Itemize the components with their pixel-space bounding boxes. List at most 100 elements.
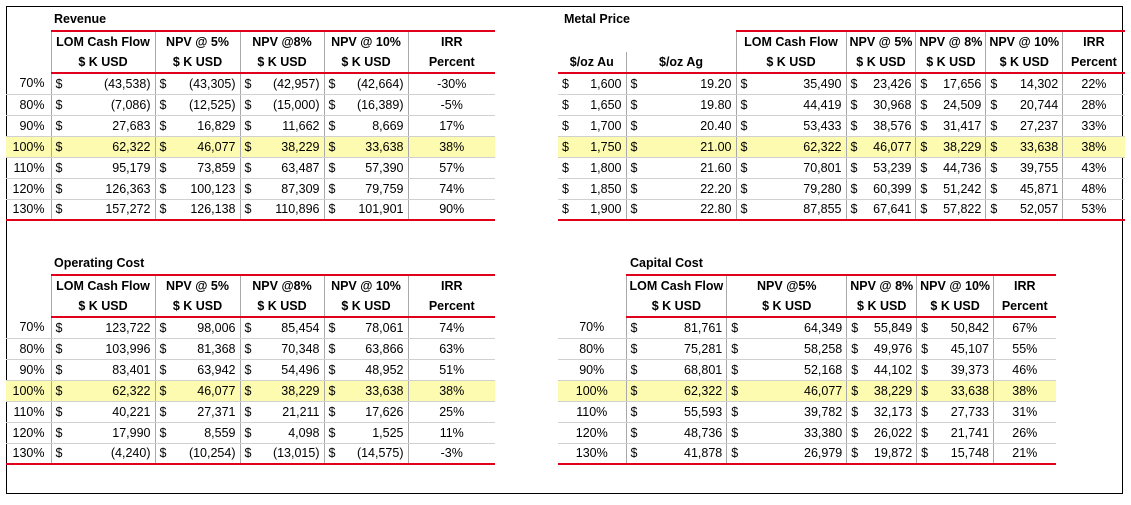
- money-cell: $21,741: [916, 422, 994, 444]
- cell-value: 55,849: [873, 320, 913, 335]
- currency-symbol: $: [990, 160, 998, 175]
- currency-symbol: $: [921, 320, 929, 335]
- money-cell: $38,576: [845, 115, 916, 137]
- money-cell: $33,638: [916, 380, 994, 402]
- money-cell: $38,229: [239, 136, 324, 158]
- currency-symbol: $: [328, 425, 336, 440]
- table-row: 90% $27,683 $16,829 $11,662 $8,669 17%: [6, 115, 495, 137]
- money-cell: $33,638: [985, 136, 1063, 158]
- table-row: 110% $55,593 $39,782 $32,173 $27,733 31%: [558, 401, 1056, 423]
- column-header: NPV @8%: [239, 274, 324, 296]
- currency-symbol: $: [244, 76, 252, 91]
- money-cell: $62,322: [625, 380, 727, 402]
- money-cell: $21.00: [625, 136, 736, 158]
- currency-symbol: $: [55, 139, 63, 154]
- money-cell: $48,952: [323, 359, 408, 381]
- money-cell: $44,736: [915, 157, 986, 179]
- cell-value: 70,801: [803, 160, 842, 175]
- currency-symbol: $: [159, 320, 167, 335]
- money-cell: $39,373: [916, 359, 994, 381]
- cell-value: 23,426: [873, 76, 912, 91]
- capital-cost-table: LOM Cash Flow NPV @5% NPV @ 8% NPV @ 10% IRR…: [558, 274, 1056, 465]
- currency-symbol: $: [630, 341, 638, 356]
- currency-symbol: $: [920, 202, 928, 217]
- cell-value: 73,859: [197, 160, 236, 175]
- currency-symbol: $: [851, 383, 859, 398]
- cell-value: 32,173: [873, 404, 913, 419]
- currency-symbol: $: [851, 320, 859, 335]
- table-row: 100% $62,322 $46,077 $38,229 $33,638 38%: [558, 380, 1056, 402]
- currency-symbol: $: [990, 118, 998, 133]
- money-cell: $48,736: [625, 422, 727, 444]
- table-row: 120% $17,990 $8,559 $4,098 $1,525 11%: [6, 422, 495, 444]
- cell-value: 53,239: [873, 160, 912, 175]
- money-cell: $78,061: [323, 317, 408, 339]
- money-cell: $62,322: [50, 380, 155, 402]
- irr-cell: 51%: [407, 359, 495, 381]
- money-cell: $123,722: [50, 317, 155, 339]
- currency-symbol: $: [328, 320, 336, 335]
- cell-value: (43,305): [188, 76, 236, 91]
- money-cell: $19.20: [625, 73, 736, 95]
- currency-symbol: $: [159, 404, 167, 419]
- money-cell: $19.80: [625, 94, 736, 116]
- currency-symbol: $: [630, 160, 638, 175]
- currency-symbol: $: [990, 181, 998, 196]
- money-cell: $32,173: [846, 401, 917, 423]
- column-subheader: Percent: [1062, 52, 1125, 74]
- metal-price-table: LOM Cash Flow NPV @ 5% NPV @ 8% NPV @ 10% IR…: [558, 30, 1125, 221]
- column-subheader: $ K USD: [154, 52, 240, 74]
- cell-value: 52,168: [804, 362, 843, 377]
- irr-cell: 74%: [407, 317, 495, 339]
- cell-value: 63,866: [365, 341, 404, 356]
- cell-value: 11,662: [282, 118, 320, 133]
- currency-symbol: $: [630, 425, 638, 440]
- currency-symbol: $: [244, 341, 252, 356]
- currency-symbol: $: [920, 139, 928, 154]
- money-cell: $22.20: [625, 178, 736, 200]
- row-label: 90%: [6, 115, 51, 137]
- column-subheader: $ K USD: [726, 296, 847, 318]
- money-cell: $60,399: [845, 178, 916, 200]
- revenue-table: LOM Cash Flow NPV @ 5% NPV @8% NPV @ 10% IRR…: [6, 30, 495, 221]
- row-label: 70%: [6, 317, 51, 339]
- column-header: NPV @8%: [239, 30, 324, 52]
- money-cell: $45,871: [985, 178, 1063, 200]
- irr-cell: 67%: [993, 317, 1056, 339]
- money-cell: $19,872: [846, 443, 917, 465]
- money-cell: $1,600: [558, 73, 626, 95]
- cell-value: 44,102: [873, 362, 913, 377]
- cell-value: 1,800: [590, 160, 622, 175]
- money-cell: $46,077: [726, 380, 847, 402]
- cell-value: 62,322: [803, 139, 842, 154]
- money-cell: $41,878: [625, 443, 727, 465]
- money-cell: $45,107: [916, 338, 994, 360]
- currency-symbol: $: [55, 341, 63, 356]
- cell-value: 33,638: [950, 383, 990, 398]
- cell-value: 48,736: [684, 425, 723, 440]
- cell-value: 157,272: [105, 202, 151, 217]
- money-cell: $40,221: [50, 401, 155, 423]
- cell-value: 19,872: [873, 446, 913, 461]
- currency-symbol: $: [159, 181, 167, 196]
- currency-symbol: $: [244, 202, 252, 217]
- currency-symbol: $: [562, 118, 569, 133]
- money-cell: $26,979: [726, 443, 847, 465]
- money-cell: $53,239: [845, 157, 916, 179]
- money-cell: $17,626: [323, 401, 408, 423]
- column-header: NPV @ 10%: [323, 274, 408, 296]
- cell-value: 39,755: [1019, 160, 1059, 175]
- cell-value: 57,822: [943, 202, 982, 217]
- row-label: 90%: [558, 359, 626, 381]
- money-cell: $ (14,575): [323, 443, 408, 465]
- money-cell: $79,280: [735, 178, 846, 200]
- money-cell: $26,022: [846, 422, 917, 444]
- cell-value: 33,638: [365, 139, 404, 154]
- money-cell: $100,123: [154, 178, 240, 200]
- money-cell: $87,855: [735, 199, 846, 221]
- cell-value: 38,229: [281, 383, 320, 398]
- column-subheader: $ K USD: [846, 296, 917, 318]
- cell-value: 78,061: [365, 320, 404, 335]
- currency-symbol: $: [851, 341, 859, 356]
- money-cell: $22.80: [625, 199, 736, 221]
